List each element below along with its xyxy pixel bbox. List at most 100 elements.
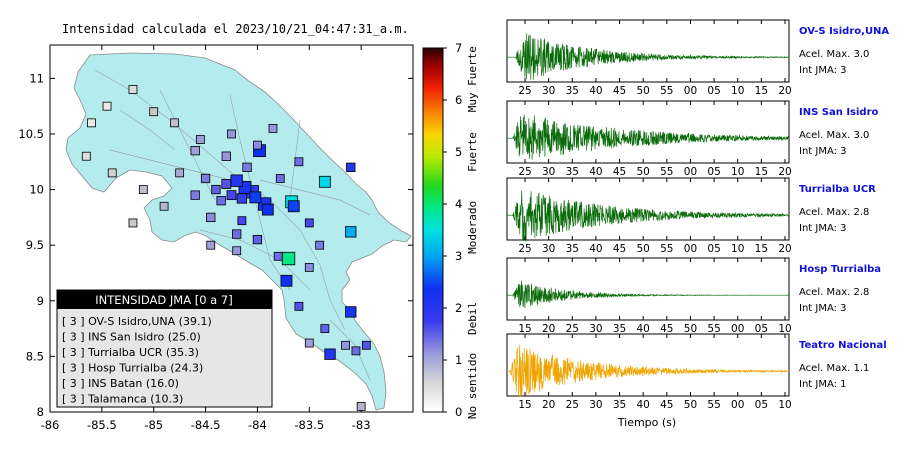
station-marker-28: [190, 146, 200, 156]
legend-entries: [ 3 ] OV-S Isidro,UNA (39.1) [ 3 ] INS Sa…: [62, 315, 212, 406]
x-tick-label: -83.5: [294, 418, 324, 432]
station-marker-17: [226, 190, 237, 201]
seismogram-frame: [506, 100, 790, 164]
station-marker-57: [237, 216, 247, 226]
station-marker-18: [221, 179, 232, 189]
seismogram-tick-label: 15: [518, 399, 531, 411]
station-marker-27: [221, 151, 231, 161]
station-name: Teatro Nacional: [799, 340, 887, 351]
station-marker-54: [351, 346, 361, 356]
station-marker-34: [81, 151, 91, 161]
intensity-legend: INTENSIDAD JMA [0 a 7] [ 3 ] OV-S Isidro…: [56, 289, 273, 408]
station-marker-30: [149, 107, 159, 117]
station-marker-5: [261, 203, 274, 216]
station-marker-8: [230, 174, 243, 187]
station-acel-max: Acel. Max. 3.0: [799, 49, 869, 60]
seismogram-tick-label: 10: [778, 399, 791, 411]
station-marker-45: [315, 240, 325, 250]
seismogram-tick-label: 45: [613, 243, 626, 255]
seismogram-tick-label: 45: [660, 399, 673, 411]
seismogram-3: 15 20 25 30 35 40 45 50 55 00 05 10 Hosp Turrialba Ac…: [506, 257, 881, 335]
seismogram-trace: [507, 280, 789, 309]
station-marker-9: [249, 191, 262, 204]
x-tick-label: -85: [144, 418, 163, 432]
station-marker-37: [128, 218, 138, 228]
x-tick-label: -84: [248, 418, 267, 432]
seismogram-tick-label: 35: [566, 85, 579, 97]
station-marker-25: [252, 234, 263, 245]
station-marker-53: [341, 340, 350, 350]
seismogram-tick-label: 10: [731, 85, 744, 97]
seismogram-tick-label: 20: [542, 399, 555, 411]
legend-entry: [ 3 ] INS San Isidro (25.0): [62, 331, 201, 344]
seismogram-trace: [507, 114, 790, 160]
y-tick-label: 9: [37, 294, 44, 308]
seismogram-tick-label: 00: [731, 323, 744, 335]
seismogram-tick-label: 30: [542, 166, 555, 178]
seismogram-4: 15 20 25 30 35 40 45 50 55 00 05 10 Teatro Nacional A…: [506, 333, 887, 411]
station-int-jma: Int JMA: 3: [799, 223, 847, 234]
seismogram-tick-label: 00: [684, 243, 697, 255]
seismogram-tick-label: 20: [542, 323, 555, 335]
station-name: INS San Isidro: [799, 107, 879, 118]
seismogram-tick-label: 05: [707, 243, 720, 255]
colorbar-ticks: 0 1 2 3 4 5 6 7: [443, 41, 462, 419]
seismogram-tick-label: 50: [636, 243, 649, 255]
x-tick-label: -86: [41, 418, 60, 432]
seismogram-tick-label: 45: [660, 323, 673, 335]
station-int-jma: Int JMA: 3: [799, 65, 847, 76]
station-marker-23: [206, 212, 216, 223]
seismogram-tick-label: 05: [755, 323, 768, 335]
jma-colorbar: 0 1 2 3 4 5 6 7 No sentido Debil Moderado Fuerte Mu…: [422, 41, 479, 419]
seismogram-1: 25 30 35 40 45 50 55 00 05 10 15 20 INS San Isidro Ac…: [506, 100, 879, 178]
map-frame: [49, 44, 414, 413]
station-marker-58: [275, 174, 285, 183]
station-marker-26: [242, 162, 252, 172]
colorbar-tick-label: 7: [455, 41, 462, 55]
station-marker-48: [232, 246, 242, 256]
y-tick-label: 8.5: [26, 349, 44, 363]
station-marker-49: [206, 240, 216, 250]
seismogram-tick-label: 30: [589, 323, 602, 335]
station-marker-52: [304, 338, 314, 348]
colorbar-category-label: Muy Fuerte: [466, 46, 479, 112]
seismogram-tick-label: 35: [566, 166, 579, 178]
seismogram-tick-label: 25: [518, 243, 531, 255]
seismogram-0: 25 30 35 40 45 50 55 00 05 10 15 20 OV-S Isidro,UNA A…: [506, 19, 889, 97]
station-marker-24: [232, 229, 242, 239]
colorbar-category-labels: No sentido Debil Moderado Fuerte Muy Fuerte: [466, 46, 479, 419]
station-int-jma: Int JMA: 3: [799, 146, 847, 157]
station-marker-47: [273, 251, 283, 261]
legend-header-bar: [57, 290, 272, 309]
station-acel-max: Acel. Max. 3.0: [799, 130, 869, 141]
seismogram-tick-label: 25: [518, 85, 531, 97]
seismogram-tick-label: 40: [589, 166, 602, 178]
seismogram-tick-label: 55: [660, 166, 673, 178]
legend-entry: [ 3 ] OV-S Isidro,UNA (39.1): [62, 315, 212, 328]
x-tick-label: -85.5: [87, 418, 117, 432]
seismogram-tick-label: 55: [660, 85, 673, 97]
station-marker-3: [287, 200, 300, 213]
seismogram-tick-label: 40: [636, 399, 649, 411]
seismogram-trace: [507, 190, 790, 242]
station-name: OV-S Isidro,UNA: [799, 26, 889, 37]
seismogram-tick-label: 05: [755, 399, 768, 411]
station-marker-1: [318, 175, 331, 188]
seismogram-frame: [506, 177, 790, 241]
seismogram-tick-label: 35: [613, 399, 626, 411]
x-tick-label: -83: [352, 418, 371, 432]
seismogram-tick-label: 15: [755, 166, 768, 178]
station-acel-max: Acel. Max. 2.8: [799, 207, 869, 218]
colorbar-tick-label: 1: [455, 353, 462, 367]
colorbar-tick-label: 2: [455, 301, 462, 315]
y-tick-label: 10.5: [18, 127, 44, 141]
seismogram-tick-label: 00: [684, 85, 697, 97]
station-marker-43: [294, 157, 304, 167]
colorbar-category-label: Fuerte: [466, 132, 479, 172]
seismogram-tick-label: 05: [707, 85, 720, 97]
station-marker-14: [324, 348, 336, 360]
seismogram-tick-label: 30: [542, 243, 555, 255]
station-name: Hosp Turrialba: [799, 264, 881, 275]
seismogram-trace: [507, 344, 790, 398]
station-acel-max: Acel. Max. 1.1: [799, 363, 869, 374]
